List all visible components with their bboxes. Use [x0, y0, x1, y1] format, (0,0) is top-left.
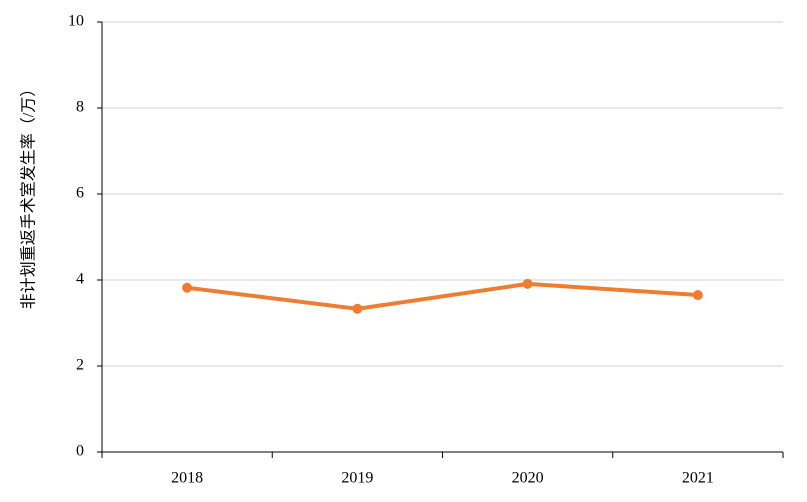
- x-tick-label: 2019: [341, 470, 373, 487]
- x-tick-label: 2020: [512, 470, 544, 487]
- x-tick-label: 2021: [682, 470, 714, 487]
- series-line: [186, 281, 699, 311]
- y-axis-label: 非计划重返手术室发生率（/万）: [20, 81, 38, 309]
- point: [182, 282, 193, 293]
- y-tick-label: 4: [76, 271, 84, 288]
- point: [692, 290, 703, 301]
- x-tick-label: 2018: [171, 470, 203, 487]
- point: [352, 303, 363, 314]
- point: [522, 278, 533, 289]
- y-tick-label: 2: [76, 357, 84, 374]
- y-tick-label: 8: [76, 99, 84, 116]
- y-tick-label: 6: [76, 185, 84, 202]
- y-tick-label: 0: [76, 443, 84, 460]
- y-tick-label: 10: [68, 13, 84, 30]
